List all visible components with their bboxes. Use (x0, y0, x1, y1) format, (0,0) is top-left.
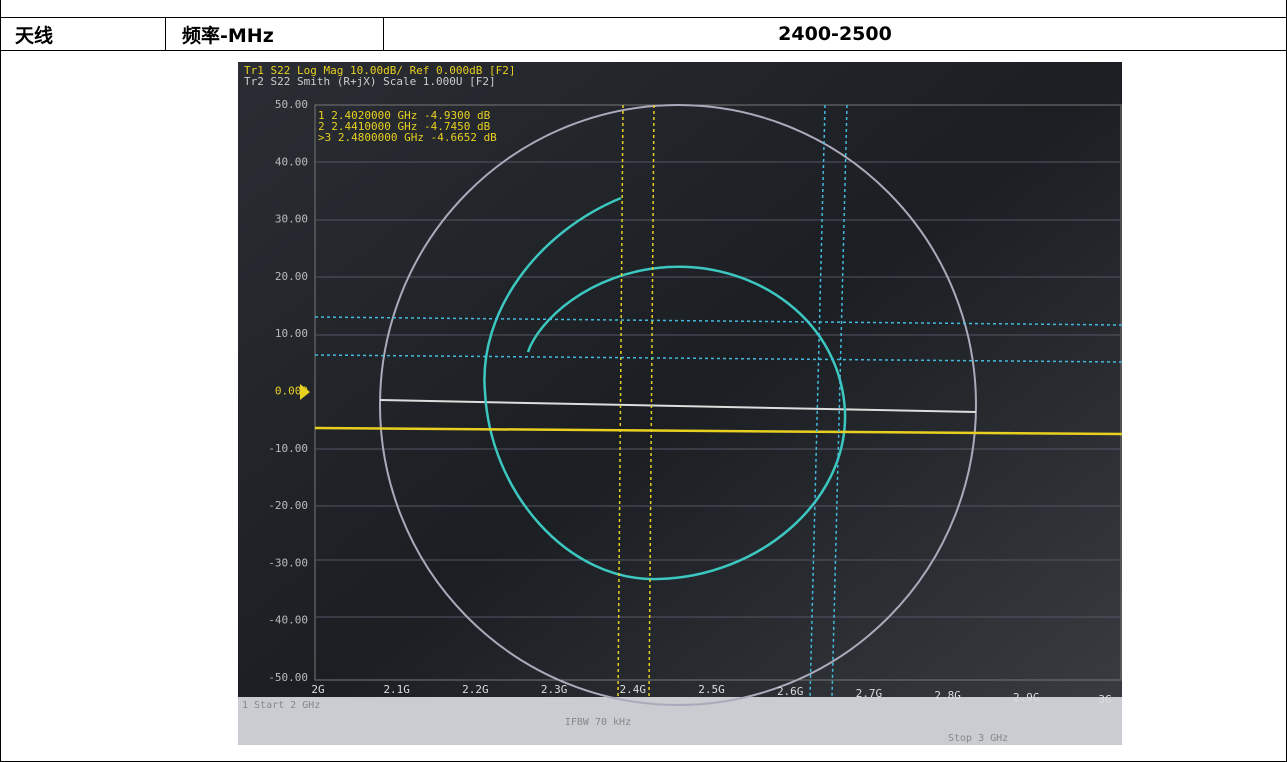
screen-bg (238, 62, 1122, 745)
y-label: 50.00 (275, 98, 308, 111)
cell: 频率-MHz (165, 17, 384, 51)
cell: 2400-2500 (383, 17, 1287, 51)
x-label: 2.6G (777, 685, 804, 698)
x-label: 3G (1098, 693, 1111, 706)
y-label: -10.00 (268, 442, 308, 455)
y-label: -20.00 (268, 499, 308, 512)
y-label: 0.000 (275, 385, 308, 398)
vna-photo: Tr1 S22 Log Mag 10.00dB/ Ref 0.000dB [F2… (238, 62, 1122, 745)
x-label: 2.4G (620, 683, 647, 696)
footer: IFBW 70 kHz (565, 717, 631, 728)
cut-row (0, 0, 1287, 18)
y-label: -40.00 (268, 614, 308, 627)
trace-line: Tr2 S22 Smith (R+jX) Scale 1.000U [F2] (244, 75, 496, 88)
marker-readout: >3 2.4800000 GHz -4.6652 dB (318, 131, 497, 144)
footer: Stop 3 GHz (948, 733, 1008, 744)
y-label: 20.00 (275, 270, 308, 283)
x-label: 2.9G (1013, 691, 1040, 704)
x-label: 2G (311, 683, 324, 696)
y-label: -50.00 (268, 671, 308, 684)
x-label: 2.8G (934, 689, 961, 702)
x-label: 2.1G (383, 683, 410, 696)
y-label: -30.00 (268, 556, 308, 569)
cell: 天线 (0, 17, 166, 51)
y-label: 30.00 (275, 213, 308, 226)
x-label: 2.7G (856, 687, 883, 700)
footer: 1 Start 2 GHz (242, 700, 320, 711)
x-label: 2.5G (698, 683, 725, 696)
y-label: 10.00 (275, 327, 308, 340)
x-label: 2.2G (462, 683, 489, 696)
page: 天线 频率-MHz 2400-2500 Tr1 S22 Log Mag 10.0… (0, 0, 1287, 760)
x-label: 2.3G (541, 683, 568, 696)
y-label: 40.00 (275, 155, 308, 168)
